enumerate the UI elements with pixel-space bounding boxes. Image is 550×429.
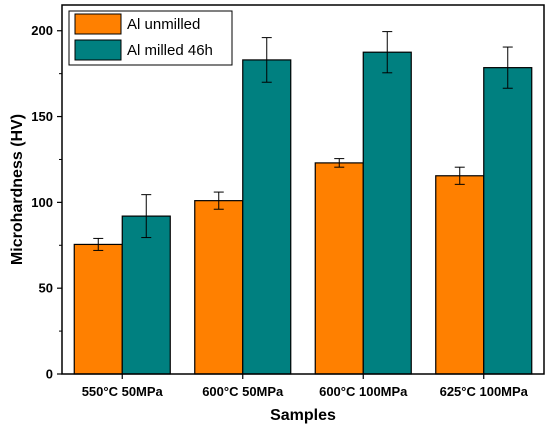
plot-frame (61, 4, 545, 375)
bar (73, 243, 123, 375)
x-tick-label: 600°C 50MPa (202, 384, 284, 399)
y-tick-label: 150 (31, 109, 53, 124)
chart-marks (73, 31, 533, 375)
x-tick-label: 625°C 100MPa (440, 384, 529, 399)
bar (242, 59, 292, 375)
bar (435, 175, 485, 375)
chart-axes: 550°C 50MPa 600°C 50MPa 600°C 100MPa 625°C … (31, 23, 528, 399)
legend: Al unmilled Al milled 46h (68, 10, 233, 66)
x-tick-label: 600°C 100MPa (319, 384, 408, 399)
bar (314, 162, 364, 375)
legend-swatch (74, 39, 122, 61)
y-tick-label: 0 (46, 367, 53, 382)
y-tick-label: 50 (39, 281, 53, 296)
y-axis-title: Microhardness (HV) (9, 114, 26, 265)
legend-swatch (74, 13, 122, 35)
y-tick-label: 200 (31, 23, 53, 38)
bar (483, 67, 533, 375)
bar (362, 51, 412, 375)
y-tick-label: 100 (31, 195, 53, 210)
bar (121, 215, 171, 375)
x-tick-label: 550°C 50MPa (82, 384, 164, 399)
legend-label: Al milled 46h (127, 42, 213, 59)
bar (194, 200, 244, 375)
legend-label: Al unmilled (127, 16, 200, 33)
x-axis-title: Samples (270, 407, 336, 424)
